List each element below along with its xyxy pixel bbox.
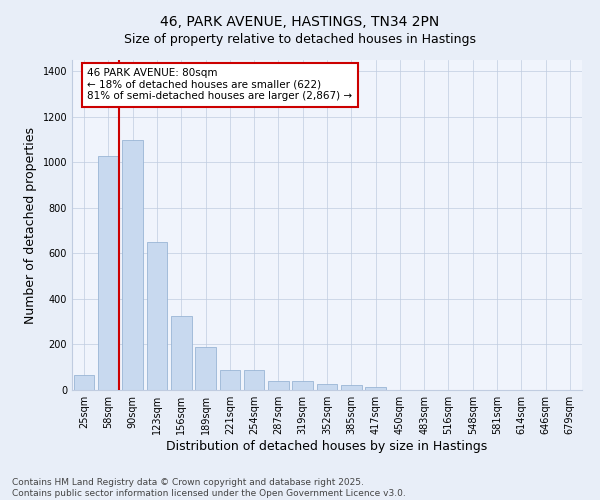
Bar	[74, 375, 94, 390]
Bar	[146, 242, 167, 390]
Bar	[122, 140, 143, 390]
Bar	[268, 381, 289, 390]
Y-axis label: Number of detached properties: Number of detached properties	[24, 126, 37, 324]
Text: Contains HM Land Registry data © Crown copyright and database right 2025.
Contai: Contains HM Land Registry data © Crown c…	[12, 478, 406, 498]
Bar	[365, 386, 386, 390]
Text: 46 PARK AVENUE: 80sqm
← 18% of detached houses are smaller (622)
81% of semi-det: 46 PARK AVENUE: 80sqm ← 18% of detached …	[88, 68, 352, 102]
Text: Size of property relative to detached houses in Hastings: Size of property relative to detached ho…	[124, 32, 476, 46]
Bar	[244, 370, 265, 390]
Bar	[98, 156, 119, 390]
X-axis label: Distribution of detached houses by size in Hastings: Distribution of detached houses by size …	[166, 440, 488, 453]
Bar	[171, 316, 191, 390]
Bar	[195, 347, 216, 390]
Bar	[317, 384, 337, 390]
Bar	[292, 381, 313, 390]
Bar	[220, 370, 240, 390]
Bar	[341, 386, 362, 390]
Text: 46, PARK AVENUE, HASTINGS, TN34 2PN: 46, PARK AVENUE, HASTINGS, TN34 2PN	[160, 15, 440, 29]
